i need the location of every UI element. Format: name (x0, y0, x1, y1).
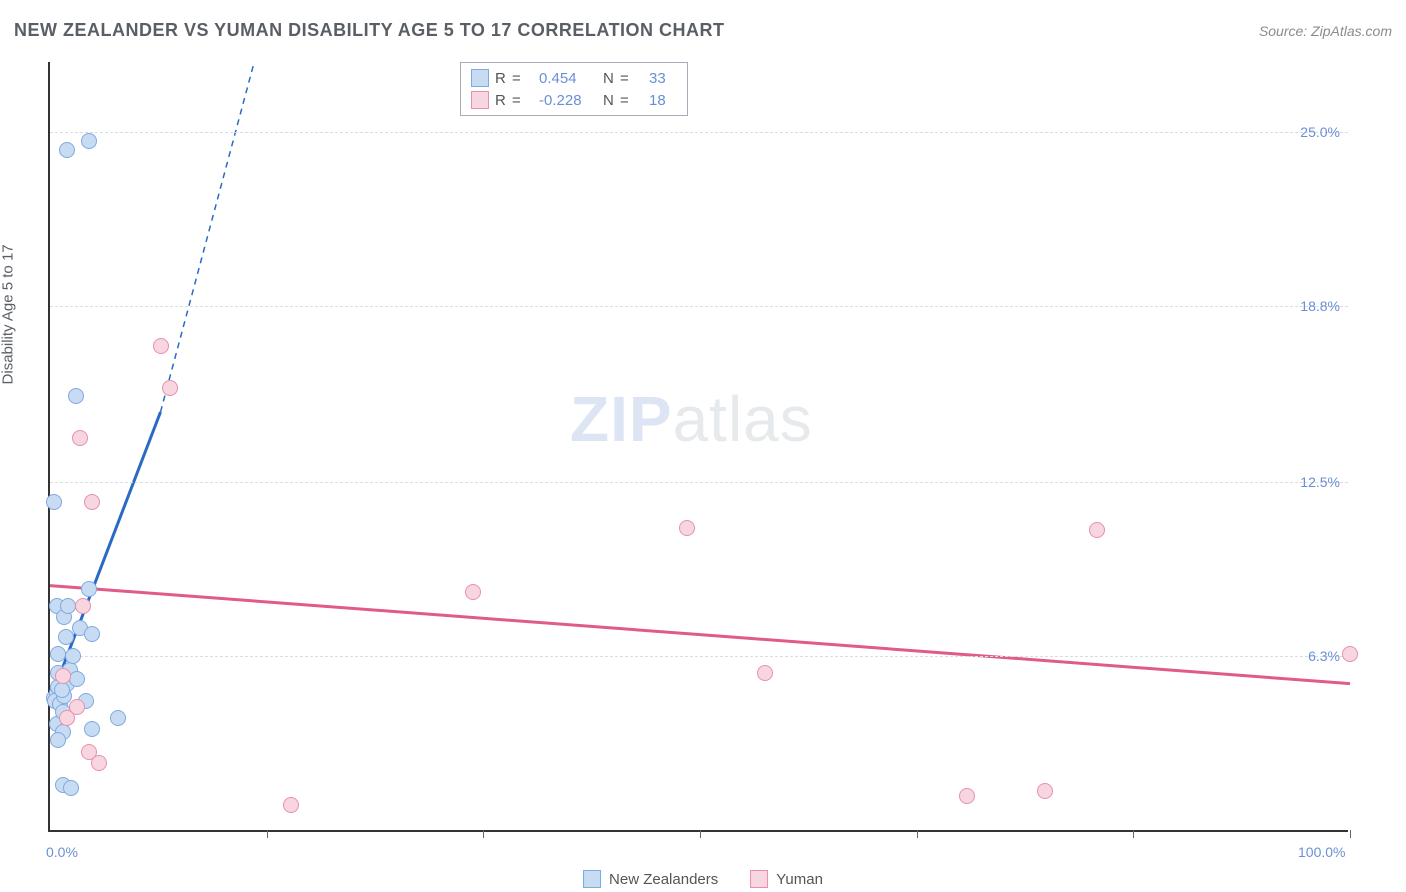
scatter-point-yuman (959, 788, 975, 804)
scatter-point-yuman (153, 338, 169, 354)
scatter-point-nz (84, 626, 100, 642)
scatter-point-nz (50, 732, 66, 748)
scatter-point-nz (63, 780, 79, 796)
source-attribution: Source: ZipAtlas.com (1259, 23, 1392, 39)
series-legend-item-yuman: Yuman (750, 870, 823, 888)
scatter-point-yuman (55, 668, 71, 684)
gridline-h (50, 482, 1348, 483)
n-label: N = (603, 92, 643, 109)
scatter-point-yuman (283, 797, 299, 813)
scatter-point-nz (81, 581, 97, 597)
scatter-point-nz (68, 388, 84, 404)
scatter-point-yuman (91, 755, 107, 771)
watermark-atlas: atlas (673, 383, 813, 455)
scatter-plot-area: ZIPatlas R = 0.454 N = 33 R = -0.228 N = 18 6.3… (48, 62, 1348, 832)
r-label: R = (495, 70, 533, 87)
n-value: 33 (649, 70, 677, 87)
scatter-point-nz (65, 648, 81, 664)
x-tick-mark (700, 830, 701, 838)
y-tick-label: 12.5% (1300, 474, 1340, 490)
chart-title: NEW ZEALANDER VS YUMAN DISABILITY AGE 5 … (14, 20, 725, 41)
scatter-point-nz (59, 142, 75, 158)
x-tick-label: 100.0% (1298, 844, 1345, 860)
n-label: N = (603, 70, 643, 87)
source-prefix: Source: (1259, 23, 1311, 39)
watermark-zip: ZIP (570, 383, 673, 455)
scatter-point-nz (110, 710, 126, 726)
n-value: 18 (649, 92, 677, 109)
scatter-point-yuman (69, 699, 85, 715)
x-tick-label: 0.0% (46, 844, 78, 860)
watermark-text: ZIPatlas (570, 382, 813, 456)
series-legend-item-nz: New Zealanders (583, 870, 718, 888)
gridline-h (50, 306, 1348, 307)
series-legend-label: Yuman (776, 871, 823, 888)
legend-swatch-icon (471, 69, 489, 87)
r-value: 0.454 (539, 70, 597, 87)
x-tick-mark (483, 830, 484, 838)
scatter-point-yuman (679, 520, 695, 536)
trend-line-overlay (50, 62, 1350, 832)
scatter-point-yuman (1342, 646, 1358, 662)
scatter-point-yuman (162, 380, 178, 396)
scatter-point-yuman (757, 665, 773, 681)
scatter-point-yuman (72, 430, 88, 446)
scatter-point-nz (50, 646, 66, 662)
correlation-legend-box: R = 0.454 N = 33 R = -0.228 N = 18 (460, 62, 688, 116)
chart-header: NEW ZEALANDER VS YUMAN DISABILITY AGE 5 … (0, 20, 1406, 41)
x-tick-mark (267, 830, 268, 838)
legend-swatch-icon (750, 870, 768, 888)
r-label: R = (495, 92, 533, 109)
x-tick-mark (1133, 830, 1134, 838)
scatter-point-nz (81, 133, 97, 149)
y-tick-label: 18.8% (1300, 298, 1340, 314)
legend-swatch-icon (583, 870, 601, 888)
scatter-point-nz (58, 629, 74, 645)
scatter-point-yuman (75, 598, 91, 614)
series-legend: New Zealanders Yuman (583, 870, 823, 888)
y-tick-label: 6.3% (1308, 648, 1340, 664)
r-value: -0.228 (539, 92, 597, 109)
scatter-point-nz (84, 721, 100, 737)
trend-line (50, 586, 1350, 684)
scatter-point-nz (46, 494, 62, 510)
source-name: ZipAtlas.com (1311, 23, 1392, 39)
legend-swatch-icon (471, 91, 489, 109)
y-axis-label: Disability Age 5 to 17 (0, 244, 17, 384)
scatter-point-yuman (1089, 522, 1105, 538)
scatter-point-nz (69, 671, 85, 687)
y-tick-label: 25.0% (1300, 124, 1340, 140)
correlation-legend-row-yuman: R = -0.228 N = 18 (471, 89, 677, 111)
gridline-h (50, 656, 1348, 657)
gridline-h (50, 132, 1348, 133)
correlation-legend-row-nz: R = 0.454 N = 33 (471, 67, 677, 89)
x-tick-mark (1350, 830, 1351, 838)
series-legend-label: New Zealanders (609, 871, 718, 888)
scatter-point-yuman (84, 494, 100, 510)
scatter-point-yuman (1037, 783, 1053, 799)
x-tick-mark (917, 830, 918, 838)
scatter-point-nz (54, 682, 70, 698)
scatter-point-yuman (465, 584, 481, 600)
trend-line (161, 62, 259, 412)
